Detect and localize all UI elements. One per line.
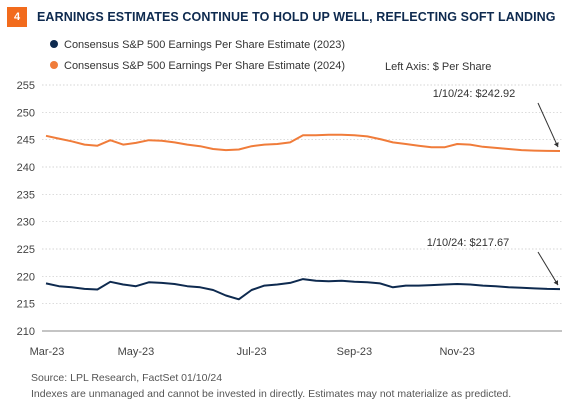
legend: Consensus S&P 500 Earnings Per Share Est…: [50, 39, 345, 72]
x-tick-label: May-23: [118, 346, 155, 358]
x-axis: Mar-23 May-23 Jul-23 Sep-23 Nov-23: [30, 330, 562, 358]
y-tick-label: 230: [17, 217, 35, 229]
disclaimer-note: Indexes are unmanaged and cannot be inve…: [31, 388, 512, 400]
x-tick-label: Mar-23: [30, 346, 65, 358]
x-tick-label: Jul-23: [237, 346, 267, 358]
source-note: Source: LPL Research, FactSet 01/10/24: [31, 372, 223, 384]
annotation-label-2: 1/10/24: $242.92: [433, 88, 516, 100]
legend-marker-1: [50, 40, 58, 48]
x-tick-label: Nov-23: [439, 346, 474, 358]
y-tick-label: 225: [17, 244, 35, 256]
y-tick-label: 210: [17, 326, 35, 338]
gridlines: [42, 84, 562, 332]
annotation-arrowhead-2: [553, 142, 559, 148]
axis-note: Left Axis: $ Per Share: [385, 61, 491, 73]
series-line-1: [45, 278, 561, 301]
annotation-arrow-2: [537, 102, 559, 148]
y-tick-label: 220: [17, 271, 35, 283]
y-tick-label: 250: [17, 107, 35, 119]
x-tick-label: Sep-23: [337, 346, 372, 358]
figure-number-badge: 4: [7, 7, 27, 27]
annotation-label-1: 1/10/24: $217.67: [427, 237, 510, 249]
annotations: 1/10/24: $217.67 1/10/24: $242.92: [427, 88, 559, 286]
legend-marker-2: [50, 61, 58, 69]
y-tick-label: 255: [17, 80, 35, 92]
legend-label-2: Consensus S&P 500 Earnings Per Share Est…: [64, 60, 345, 72]
y-tick-label: 215: [17, 299, 35, 311]
y-axis: 210 215 220 225 230 235 240 245 250 255: [17, 80, 35, 338]
y-tick-label: 245: [17, 135, 35, 147]
figure-header: 4 EARNINGS ESTIMATES CONTINUE TO HOLD UP…: [7, 6, 556, 28]
chart-title: EARNINGS ESTIMATES CONTINUE TO HOLD UP W…: [37, 10, 556, 24]
y-tick-label: 240: [17, 162, 35, 174]
annotation-arrowhead-1: [553, 280, 558, 286]
annotation-arrow-1: [537, 251, 559, 286]
legend-label-1: Consensus S&P 500 Earnings Per Share Est…: [64, 39, 345, 51]
series-lines: [45, 133, 561, 301]
series-line-2: [45, 133, 561, 152]
y-tick-label: 235: [17, 189, 35, 201]
